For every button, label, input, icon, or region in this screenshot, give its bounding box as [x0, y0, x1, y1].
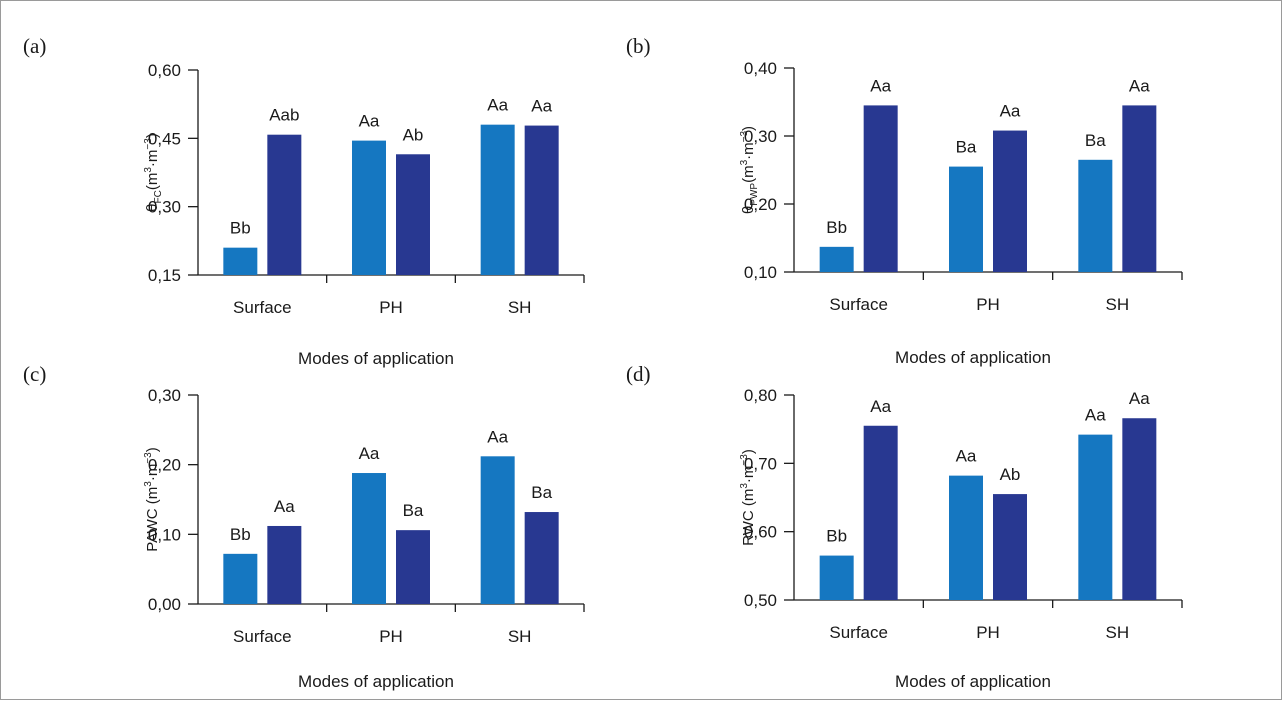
- bar-series2-ph: [396, 530, 430, 604]
- y-tick-label: 0,10: [148, 525, 181, 544]
- bar-series1-ph: [949, 475, 983, 600]
- bar-series1-sh: [1078, 159, 1113, 272]
- data-label: Aa: [487, 427, 508, 446]
- bar-series2-sh: [524, 512, 559, 604]
- y-tick-label: 0,20: [744, 195, 777, 214]
- bar-series1-sh: [480, 124, 515, 276]
- data-label: Aa: [359, 112, 380, 131]
- bar-series2-sh: [524, 125, 559, 275]
- chart-panel-2: (b) 0,10 0,20 0,30 0,40 Bb Aa Surface Ba Aa PH Ba Aa…: [626, 34, 1183, 367]
- data-label: Bb: [826, 527, 847, 546]
- y-axis-title: θPWP(m3·m−3): [739, 126, 760, 214]
- data-label: Ba: [956, 138, 977, 157]
- bar-series2-ph: [396, 154, 430, 275]
- bar-series1-sh: [1078, 434, 1113, 600]
- chart-panel-1: (a) 0,15 0,30 0,45 0,60 Bb Aab Surface Aa Ab PH Aa A…: [23, 34, 585, 368]
- data-label: Aa: [1000, 102, 1021, 121]
- bar-series2-surface: [863, 105, 898, 273]
- data-label: Aa: [487, 96, 508, 115]
- y-tick-label: 0,40: [744, 59, 777, 78]
- chart-panel-4: (d) 0,50 0,60 0,70 0,80 Bb Aa Surface Aa Ab PH Aa Aa…: [626, 362, 1183, 691]
- chart-panel-3: (c) 0,00 0,10 0,20 0,30 Bb Aa Surface Aa Ba PH Aa Ba…: [23, 362, 585, 691]
- bar-series1-ph: [352, 140, 386, 275]
- data-label: Aa: [870, 76, 891, 95]
- data-label: Ba: [1085, 131, 1106, 150]
- bar-series2-ph: [993, 494, 1027, 600]
- panel-letter: (b): [626, 34, 651, 58]
- data-label: Aa: [1129, 389, 1150, 408]
- data-label: Aa: [531, 97, 552, 116]
- bar-series2-sh: [1122, 105, 1157, 273]
- category-label: Surface: [829, 623, 888, 642]
- data-label: Aa: [870, 397, 891, 416]
- data-label: Aab: [269, 106, 299, 125]
- y-tick-label: 0,30: [744, 127, 777, 146]
- y-tick-label: 0,45: [148, 129, 181, 148]
- y-tick-label: 0,15: [148, 266, 181, 285]
- bar-series2-ph: [993, 130, 1027, 272]
- category-label: Surface: [829, 295, 888, 314]
- category-label: SH: [508, 298, 532, 317]
- y-tick-label: 0,10: [744, 263, 777, 282]
- panel-letter: (c): [23, 362, 46, 386]
- y-tick-label: 0,60: [148, 61, 181, 80]
- y-tick-label: 0,70: [744, 454, 777, 473]
- y-tick-label: 0,80: [744, 386, 777, 405]
- data-label: Ab: [1000, 465, 1021, 484]
- data-label: Aa: [1085, 406, 1106, 425]
- category-label: SH: [1106, 295, 1130, 314]
- data-label: Aa: [956, 447, 977, 466]
- y-axis-title: RWC (m3·m−3): [739, 449, 757, 546]
- category-label: PH: [379, 298, 403, 317]
- category-label: SH: [1106, 623, 1130, 642]
- data-label: Ba: [531, 483, 552, 502]
- y-axis-title: θFC(m3·m−3): [143, 133, 164, 212]
- y-tick-label: 0,60: [744, 523, 777, 542]
- y-axis-title: PAWC (m3·m−3): [143, 447, 161, 551]
- data-label: Bb: [826, 218, 847, 237]
- category-label: Surface: [233, 627, 292, 646]
- x-axis-title: Modes of application: [298, 672, 454, 691]
- x-axis-title: Modes of application: [895, 348, 1051, 367]
- bar-series1-surface: [223, 247, 258, 275]
- data-label: Ab: [403, 125, 424, 144]
- category-label: SH: [508, 627, 532, 646]
- data-label: Aa: [1129, 76, 1150, 95]
- bar-series1-surface: [223, 553, 258, 604]
- category-label: PH: [976, 623, 1000, 642]
- y-tick-label: 0,30: [148, 198, 181, 217]
- category-label: PH: [379, 627, 403, 646]
- bar-series2-sh: [1122, 418, 1157, 600]
- x-axis-title: Modes of application: [298, 349, 454, 368]
- bar-series1-sh: [480, 456, 515, 604]
- data-label: Aa: [359, 444, 380, 463]
- category-label: Surface: [233, 298, 292, 317]
- y-tick-label: 0,50: [744, 591, 777, 610]
- data-label: Ba: [403, 501, 424, 520]
- data-label: Bb: [230, 525, 251, 544]
- y-tick-label: 0,30: [148, 386, 181, 405]
- x-axis-title: Modes of application: [895, 672, 1051, 691]
- data-label: Aa: [274, 497, 295, 516]
- bar-series1-ph: [949, 166, 983, 272]
- y-tick-label: 0,00: [148, 595, 181, 614]
- bar-series1-surface: [819, 246, 854, 272]
- category-label: PH: [976, 295, 1000, 314]
- panel-letter: (d): [626, 362, 651, 386]
- y-tick-label: 0,20: [148, 456, 181, 475]
- bar-series2-surface: [863, 425, 898, 600]
- panel-letter: (a): [23, 34, 46, 58]
- bar-series1-ph: [352, 473, 386, 604]
- data-label: Bb: [230, 219, 251, 238]
- bar-series2-surface: [267, 525, 302, 604]
- bar-series1-surface: [819, 555, 854, 600]
- bar-series2-surface: [267, 134, 302, 275]
